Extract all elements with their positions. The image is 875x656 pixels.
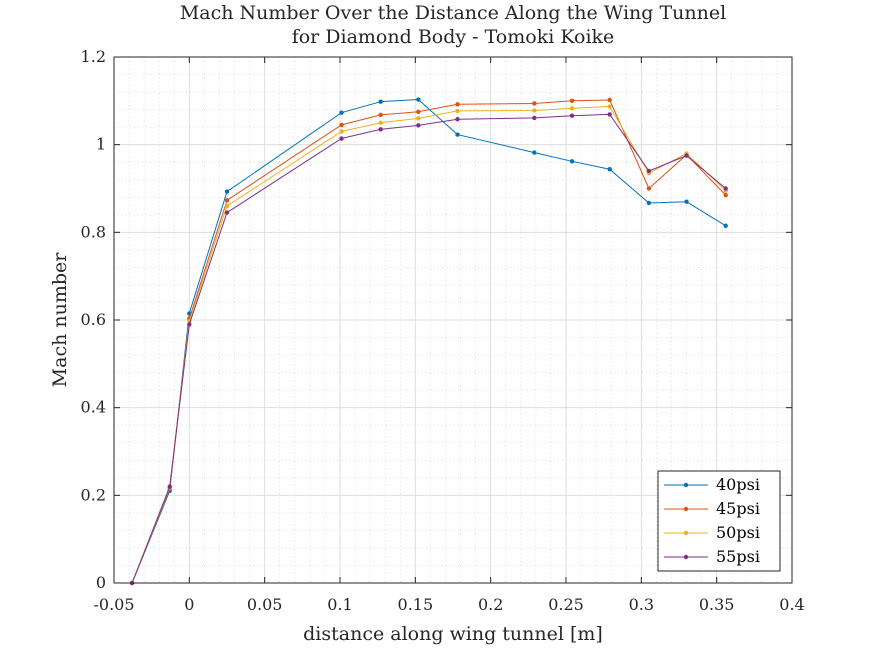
data-point	[378, 127, 383, 132]
series-line	[131, 113, 727, 584]
data-point	[224, 189, 230, 194]
x-tick-label: 0.05	[247, 595, 283, 614]
legend-label: 50psi	[716, 523, 760, 542]
legend: 40psi 45psi 50psi 55psi	[657, 470, 781, 572]
x-tick-label: -0.05	[93, 595, 134, 614]
data-point	[532, 115, 537, 121]
data-point	[723, 192, 728, 198]
legend-item: 40psi	[664, 475, 760, 494]
legend-item: 55psi	[664, 547, 760, 566]
data-point	[607, 112, 612, 117]
y-tick-label: 0.4	[81, 398, 106, 417]
series-55psi	[129, 112, 728, 586]
data-point	[455, 117, 460, 122]
legend-label: 45psi	[716, 499, 760, 518]
series-layer	[129, 97, 728, 586]
x-tick-label: 0.15	[398, 595, 434, 614]
data-point	[455, 102, 460, 107]
data-point	[339, 122, 344, 128]
data-point	[646, 186, 652, 191]
data-point	[416, 116, 421, 121]
data-point	[569, 106, 575, 111]
data-point	[224, 198, 230, 203]
data-point	[378, 120, 383, 125]
data-point	[455, 132, 460, 137]
legend-box	[657, 470, 781, 572]
data-point	[646, 168, 652, 174]
minor-grid	[114, 57, 792, 583]
x-tick-label: 0.3	[629, 595, 654, 614]
x-tick-labels: -0.05 0 0.05 0.1 0.15 0.2 0.25 0.3 0.35 0.4	[93, 595, 804, 614]
data-point	[416, 123, 421, 128]
y-tick-label: 1	[96, 135, 106, 154]
x-tick-label: 0.1	[327, 595, 352, 614]
chart-title-line-2: for Diamond Body - Tomoki Koike	[292, 26, 615, 48]
y-tick-label: 0.2	[81, 485, 106, 504]
x-tick-label: 0.4	[779, 595, 804, 614]
data-point	[569, 113, 575, 118]
y-tick-label: 0.8	[81, 222, 106, 241]
data-point	[646, 200, 652, 206]
data-point	[569, 159, 575, 164]
y-axis-label: Mach number	[49, 252, 71, 388]
data-point	[607, 167, 612, 172]
data-point	[607, 104, 612, 109]
data-point	[339, 110, 344, 115]
data-point	[167, 484, 172, 489]
x-axis-label: distance along wing tunnel [m]	[303, 623, 603, 645]
data-point	[416, 97, 421, 102]
data-point	[532, 101, 537, 106]
data-point	[339, 136, 344, 141]
legend-swatch-marker	[683, 506, 689, 512]
data-point	[416, 109, 421, 114]
data-point	[569, 98, 575, 104]
x-tick-label: 0	[184, 595, 194, 614]
data-point	[339, 129, 344, 134]
legend-label: 55psi	[716, 547, 760, 566]
legend-swatch-marker	[683, 482, 689, 488]
data-point	[378, 99, 383, 104]
x-tick-label: 0.2	[478, 595, 503, 614]
series-line	[131, 98, 726, 584]
y-tick-label: 1.2	[81, 47, 106, 66]
data-point	[684, 199, 689, 204]
data-point	[378, 112, 383, 118]
x-tick-label: 0.25	[548, 595, 584, 614]
legend-swatch-marker	[683, 530, 689, 536]
legend-item: 45psi	[664, 499, 760, 518]
y-tick-label: 0	[96, 573, 106, 592]
x-tick-label: 0.35	[699, 595, 735, 614]
data-point	[532, 150, 537, 155]
data-point	[224, 203, 230, 209]
legend-item: 50psi	[664, 523, 760, 542]
data-point	[455, 108, 460, 114]
data-point	[723, 186, 728, 191]
y-tick-labels: 0 0.2 0.4 0.6 0.8 1 1.2	[81, 47, 106, 592]
tick-marks	[113, 56, 793, 584]
chart-title-line-1: Mach Number Over the Distance Along the …	[180, 2, 726, 24]
legend-swatch-marker	[683, 554, 689, 560]
data-point	[224, 210, 230, 215]
legend-label: 40psi	[716, 475, 760, 494]
data-point	[607, 97, 612, 103]
data-point	[684, 153, 689, 158]
y-tick-label: 0.6	[81, 310, 106, 329]
data-point	[187, 322, 192, 327]
data-point	[723, 223, 728, 228]
series-45psi	[129, 97, 728, 586]
series-line	[131, 99, 727, 584]
data-point	[532, 108, 537, 113]
